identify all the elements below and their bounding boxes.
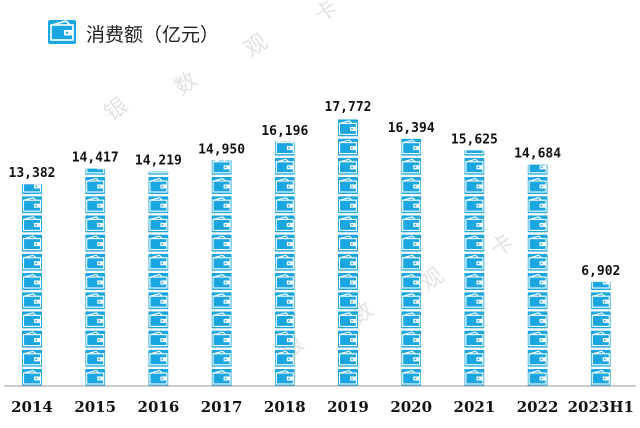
bar-2016 xyxy=(148,171,169,386)
value-label-2017: 14,950 xyxy=(198,143,245,158)
x-tick-2019: 2019 xyxy=(327,398,369,416)
bar-2021 xyxy=(464,150,485,386)
value-label-2023H1: 6,902 xyxy=(581,264,620,279)
bar-2017 xyxy=(211,160,232,386)
x-tick-2014: 2014 xyxy=(11,398,53,416)
chart-header: 消费额（亿元） xyxy=(48,20,219,46)
chart-title: 消费额（亿元） xyxy=(86,24,219,46)
x-tick-2020: 2020 xyxy=(390,398,432,416)
x-tick-2016: 2016 xyxy=(138,398,180,416)
bar-2023H1 xyxy=(590,281,611,386)
bar-2019 xyxy=(338,119,358,386)
bar-2015 xyxy=(85,168,106,386)
value-label-2021: 15,625 xyxy=(451,132,498,147)
x-tick-2015: 2015 xyxy=(74,398,116,416)
value-label-2015: 14,417 xyxy=(72,151,119,166)
x-tick-2022: 2022 xyxy=(517,398,559,416)
value-labels-group: 13,382 14,417 14,219 14,950 16,196 17,772 16,3… xyxy=(9,100,621,279)
x-tick-2021: 2021 xyxy=(454,398,496,416)
x-tick-labels-group: 2014 2015 2016 2017 2018 2019 2020 2021 2022 2023… xyxy=(11,398,634,416)
x-tick-2017: 2017 xyxy=(201,398,243,416)
value-label-2014: 13,382 xyxy=(9,166,56,181)
bar-2018 xyxy=(274,141,295,386)
value-label-2020: 16,394 xyxy=(388,121,435,136)
wallet-icon xyxy=(48,20,76,44)
x-tick-2023H1: 2023H1 xyxy=(568,398,634,416)
value-label-2016: 14,219 xyxy=(135,154,182,169)
bar-2014 xyxy=(22,184,42,386)
x-tick-2018: 2018 xyxy=(264,398,306,416)
value-label-2018: 16,196 xyxy=(261,124,308,139)
bar-2022 xyxy=(527,164,548,386)
bar-2020 xyxy=(401,138,422,386)
value-label-2019: 17,772 xyxy=(325,100,372,115)
value-label-2022: 14,684 xyxy=(514,147,561,162)
